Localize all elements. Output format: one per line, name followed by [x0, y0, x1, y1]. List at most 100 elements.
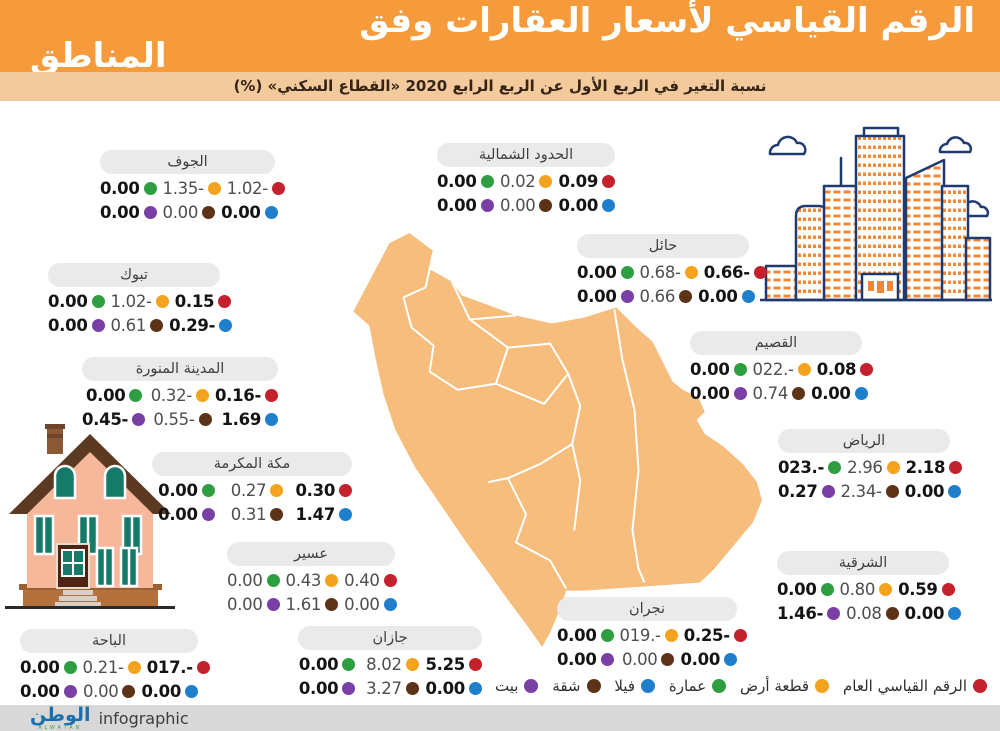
value-building: 0.00 — [777, 580, 834, 599]
region-card-asir: عسير 0.00 0.43 0.40 0.00 1.61 0.00 — [227, 542, 397, 614]
house-door — [56, 543, 90, 589]
legend: الرقم القياسي العام قطعة أرض عمارة فيلا … — [495, 677, 987, 695]
building-dot-icon — [600, 629, 614, 642]
values-row-1: 0.00 0.32- 0.16- — [82, 386, 278, 405]
value-number: 0.08 — [816, 360, 857, 379]
value-general: 0.08 — [817, 360, 874, 379]
value-apartment: 0.55- — [151, 410, 212, 429]
value-apartment: 0.00 — [620, 650, 675, 669]
values-row-2: 0.00 0.00 0.00 — [557, 650, 737, 669]
value-villa: 0.00 — [221, 203, 278, 222]
apartment-dot-icon — [122, 685, 136, 698]
value-land: 1.35- — [163, 179, 221, 198]
region-card-najran: نجران 0.00 019.- 0.25- 0.00 0.00 0.00 — [557, 597, 747, 669]
value-apartment: 0.00 — [83, 682, 136, 701]
values-row-2: 0.00 0.31 1.47 — [152, 505, 352, 524]
villa-dot-icon — [854, 387, 868, 400]
value-house: 0.45- — [82, 410, 146, 429]
value-number: 0.00 — [425, 679, 465, 698]
value-land: 1.02- — [111, 292, 169, 311]
value-number: 0.00 — [162, 203, 199, 222]
values-row-1: 0.00 0.21- 017.- — [20, 658, 210, 677]
region-card-eastern: الشرقية 0.00 0.80 0.59 1.46- 0.08 0.00 — [777, 551, 962, 623]
alwatan-logo-arabic: الوطن — [30, 704, 91, 726]
building-shape — [822, 184, 860, 302]
value-number: 0.00 — [48, 292, 88, 311]
legend-label: فيلا — [614, 677, 636, 695]
value-number: 0.00 — [690, 384, 730, 403]
value-villa: 1.69 — [218, 410, 278, 429]
value-general: 017.- — [147, 658, 210, 677]
house-roof — [9, 434, 171, 514]
value-number: 0.00 — [557, 650, 597, 669]
value-villa: 0.00 — [141, 682, 198, 701]
building-dot-icon — [733, 363, 747, 376]
region-label: الباحة — [20, 629, 198, 653]
value-house: 0.00 — [690, 384, 747, 403]
value-villa: 0.29- — [169, 316, 233, 335]
value-building: 023.- — [778, 458, 842, 477]
values-row-1: 0.00 8.02 5.25 — [298, 655, 482, 674]
values-row-2: 0.00 0.00 0.00 — [100, 203, 278, 222]
land-dot-icon — [879, 583, 893, 596]
legend-dot-icon — [712, 679, 727, 693]
land-dot-icon — [797, 363, 811, 376]
region-label: عسير — [227, 542, 395, 566]
general-dot-icon — [753, 266, 767, 279]
house-dot-icon — [342, 682, 356, 695]
value-number: 1.61 — [285, 595, 322, 614]
value-land: 0.68- — [640, 263, 698, 282]
building-dot-icon — [63, 661, 77, 674]
value-building: 0.00 — [227, 571, 280, 590]
region-label: القصيم — [690, 331, 862, 355]
region-label: نجران — [557, 597, 737, 621]
value-land: 019.- — [620, 626, 678, 645]
value-apartment: 3.27 — [361, 679, 419, 698]
value-number: 0.02 — [499, 172, 536, 191]
house-dot-icon — [821, 485, 835, 498]
building-dot-icon — [201, 484, 215, 497]
value-number: 0.00 — [437, 196, 477, 215]
values-row-1: 0.00 019.- 0.25- — [557, 626, 747, 645]
value-general: 0.30 — [289, 481, 352, 500]
building-dot-icon — [91, 295, 105, 308]
page-subtitle: نسبة التغير في الربع الأول عن الربع الرا… — [0, 72, 1000, 101]
value-number: 0.40 — [344, 571, 380, 590]
legend-label: شقة — [552, 677, 581, 695]
general-dot-icon — [860, 363, 874, 376]
value-apartment: 1.61 — [286, 595, 339, 614]
general-dot-icon — [196, 661, 210, 674]
values-row-1: 0.00 1.02- 0.15 — [48, 292, 232, 311]
land-dot-icon — [886, 461, 900, 474]
general-dot-icon — [949, 461, 963, 474]
value-number: 0.00 — [558, 196, 598, 215]
legend-item-house: بيت — [495, 677, 539, 695]
land-dot-icon — [127, 661, 141, 674]
value-land: 0.43 — [286, 571, 339, 590]
saudi-arabia-map — [353, 233, 762, 647]
value-number: 0.00 — [100, 203, 140, 222]
values-row-2: 0.00 0.66 0.00 — [577, 287, 755, 306]
value-number: 1.02- — [226, 179, 269, 198]
land-dot-icon — [195, 389, 209, 402]
value-building: 0.00 — [437, 172, 494, 191]
legend-dot-icon — [815, 679, 830, 693]
region-card-baha: الباحة 0.00 0.21- 017.- 0.00 0.00 0.00 — [20, 629, 210, 701]
page-title-line2: المناطق — [30, 36, 167, 76]
apartment-dot-icon — [270, 508, 284, 521]
villa-dot-icon — [185, 685, 198, 698]
value-number: 1.47 — [295, 505, 335, 524]
value-house: 0.00 — [298, 679, 356, 698]
value-number: 2.34- — [840, 482, 883, 501]
value-number: 0.00 — [20, 658, 60, 677]
value-general: 0.40 — [344, 571, 397, 590]
building-dot-icon — [129, 389, 143, 402]
value-number: 0.16- — [214, 386, 261, 405]
value-apartment: 0.00 — [163, 203, 216, 222]
value-number: 0.00 — [85, 386, 126, 405]
region-label: مكة المكرمة — [152, 452, 352, 476]
building-dot-icon — [266, 574, 280, 587]
value-villa: 0.00 — [698, 287, 755, 306]
values-row-1: 0.00 1.35- 1.02- — [100, 179, 285, 198]
house-steps — [55, 590, 101, 606]
